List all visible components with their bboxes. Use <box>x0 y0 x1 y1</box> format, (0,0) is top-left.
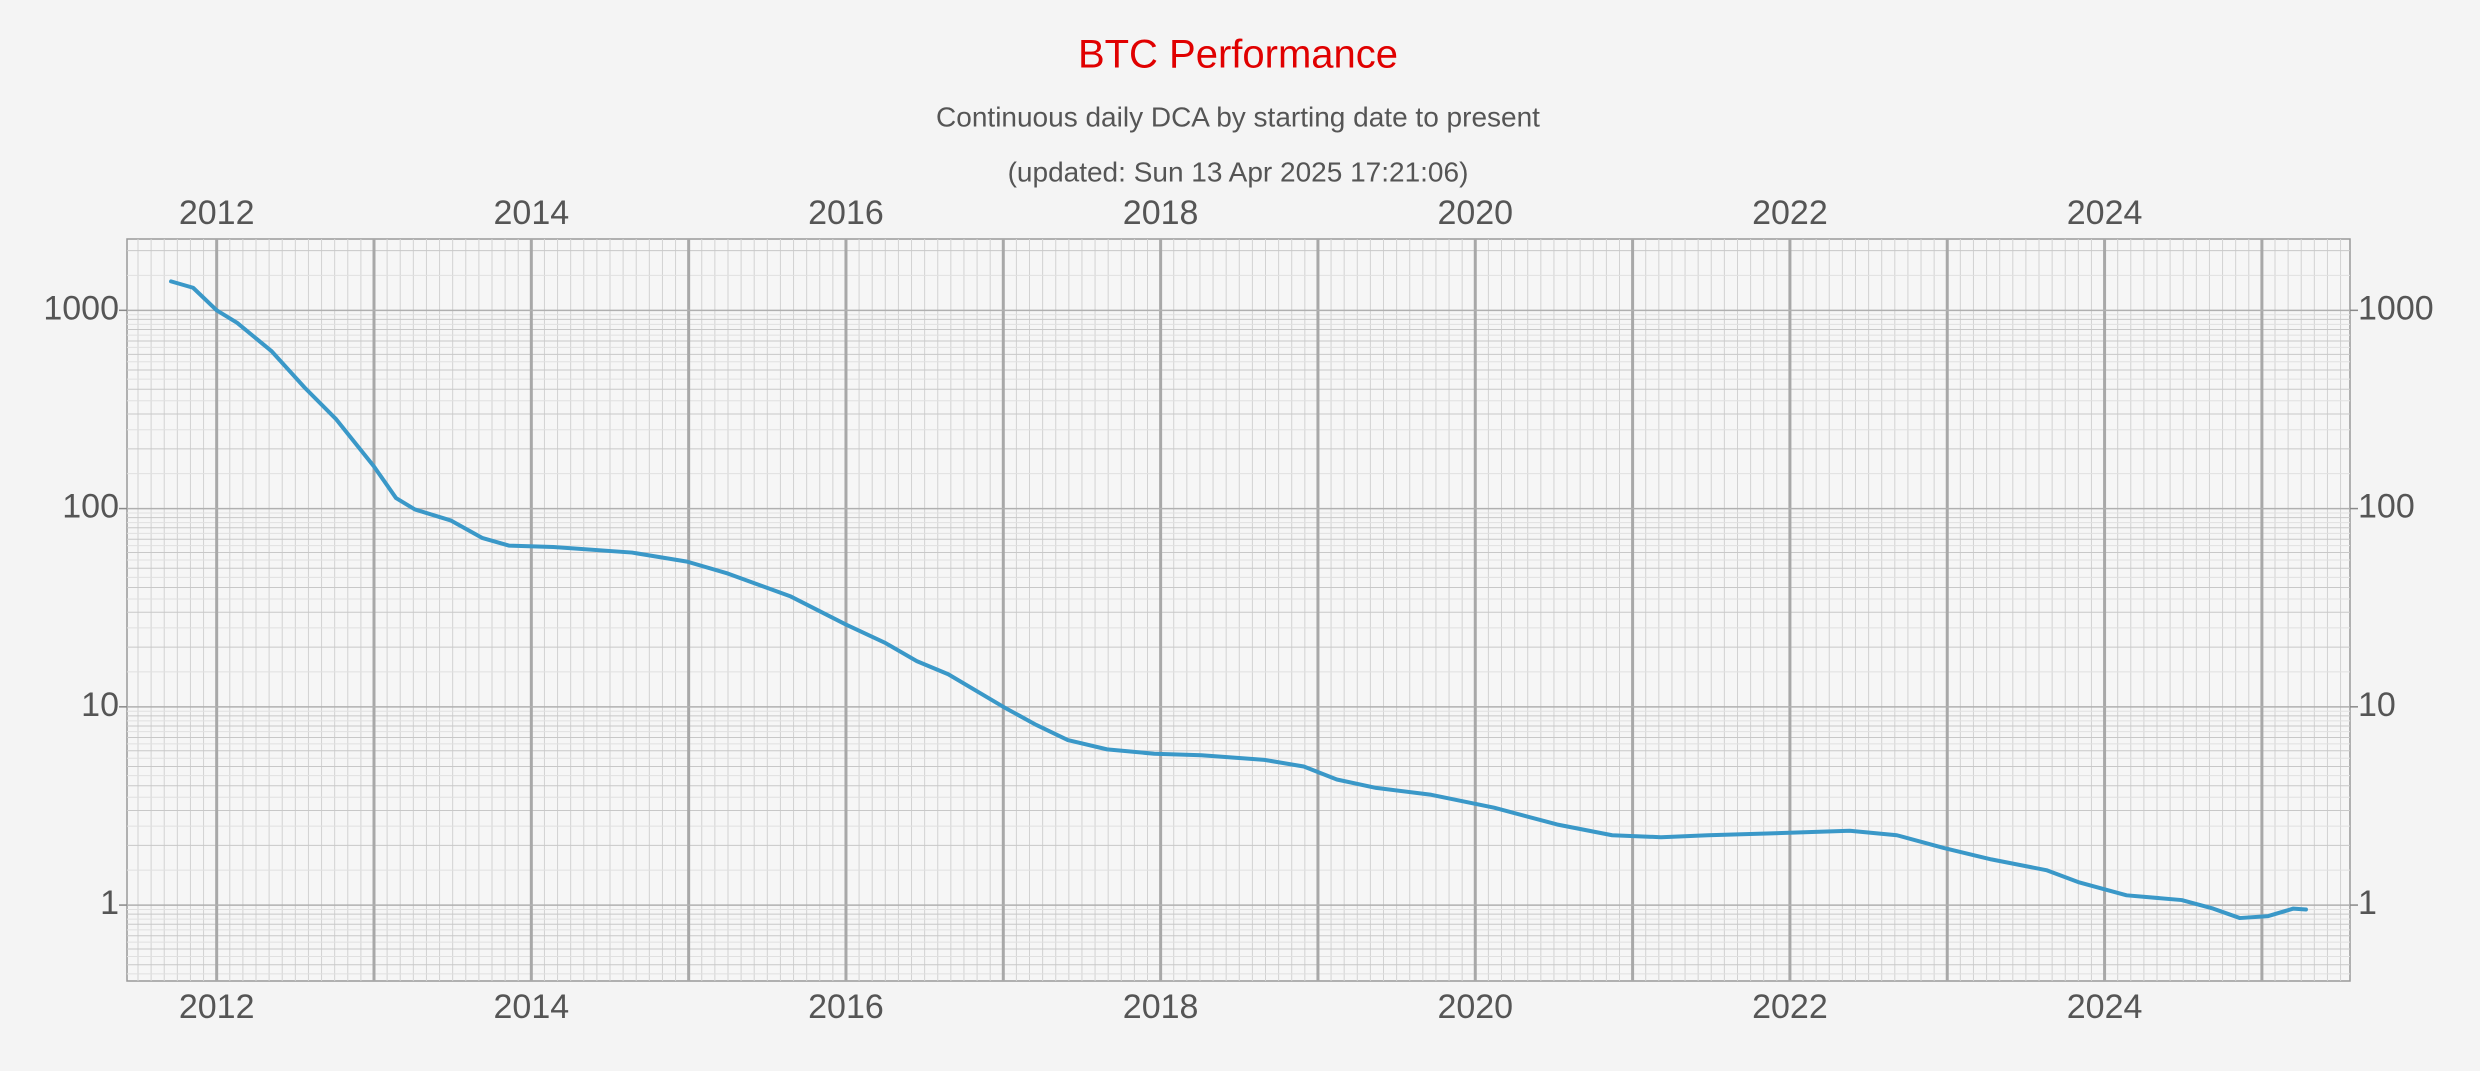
y-tick-label: 1000 <box>2358 289 2434 327</box>
x-tick-label: 2018 <box>1123 988 1199 1026</box>
x-tick-label: 2014 <box>494 194 570 232</box>
x-tick-label: 2024 <box>2067 988 2143 1026</box>
x-tick-label: 2014 <box>494 988 570 1026</box>
x-tick-label: 2016 <box>808 194 884 232</box>
x-tick-label: 2022 <box>1752 194 1828 232</box>
y-tick-label: 10 <box>2358 686 2396 724</box>
y-tick-label: 100 <box>2358 488 2415 526</box>
y-tick-label: 1 <box>100 884 119 922</box>
y-tick-label: 10 <box>81 686 119 724</box>
x-tick-label: 2024 <box>2067 194 2143 232</box>
y-tick-label: 1 <box>2358 884 2377 922</box>
x-tick-label: 2012 <box>179 194 255 232</box>
x-tick-label: 2018 <box>1123 194 1199 232</box>
x-tick-label: 2012 <box>179 988 255 1026</box>
chart-title: BTC Performance <box>1078 33 1398 77</box>
chart-subtitle: Continuous daily DCA by starting date to… <box>936 101 1540 132</box>
y-tick-label: 100 <box>62 488 119 526</box>
x-tick-label: 2020 <box>1437 988 1513 1026</box>
updated-note: (updated: Sun 13 Apr 2025 17:21:06) <box>1008 156 1469 187</box>
x-tick-label: 2022 <box>1752 988 1828 1026</box>
x-tick-label: 2020 <box>1437 194 1513 232</box>
y-tick-label: 1000 <box>43 289 119 327</box>
data-line <box>169 279 2308 921</box>
x-tick-label: 2016 <box>808 988 884 1026</box>
